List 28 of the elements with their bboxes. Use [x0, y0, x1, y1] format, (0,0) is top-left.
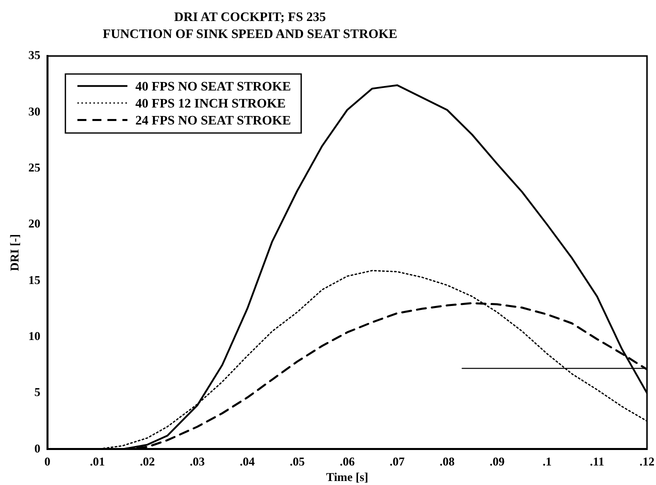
- legend-label: 40 FPS NO SEAT STROKE: [135, 78, 291, 94]
- x-tick-label: .03: [190, 454, 205, 468]
- x-tick-label: .1: [542, 454, 552, 468]
- y-tick-label: 15: [28, 272, 40, 287]
- x-tick-label: .02: [140, 454, 155, 468]
- legend-label: 24 FPS NO SEAT STROKE: [135, 112, 291, 128]
- y-tick-label: 0: [34, 441, 40, 456]
- chart-subtitle: FUNCTION OF SINK SPEED AND SEAT STROKE: [102, 25, 398, 42]
- legend-label: 40 FPS 12 INCH STROKE: [135, 95, 286, 110]
- x-tick-label: .04: [240, 454, 255, 468]
- x-tick-label: .01: [90, 454, 105, 468]
- x-tick-label: .07: [390, 454, 405, 468]
- y-tick-label: 10: [28, 328, 40, 343]
- x-axis-title: Time [s]: [326, 470, 368, 484]
- y-axis-title: DRI [-]: [7, 234, 22, 272]
- y-tick-label: 20: [28, 216, 40, 231]
- y-tick-label: 35: [28, 48, 40, 62]
- x-tick-label: .11: [590, 454, 604, 468]
- y-tick-label: 25: [28, 160, 40, 174]
- y-tick-label: 30: [28, 104, 40, 118]
- x-tick-label: 0: [44, 454, 50, 468]
- x-tick-label: .06: [340, 454, 355, 468]
- x-tick-label: .12: [640, 454, 654, 468]
- x-tick-label: .05: [290, 454, 305, 468]
- chart-title: DRI AT COCKPIT; FS 235: [173, 8, 327, 25]
- x-tick-label: .08: [440, 454, 455, 468]
- y-tick-label: 5: [34, 385, 40, 400]
- x-tick-label: .09: [490, 454, 505, 468]
